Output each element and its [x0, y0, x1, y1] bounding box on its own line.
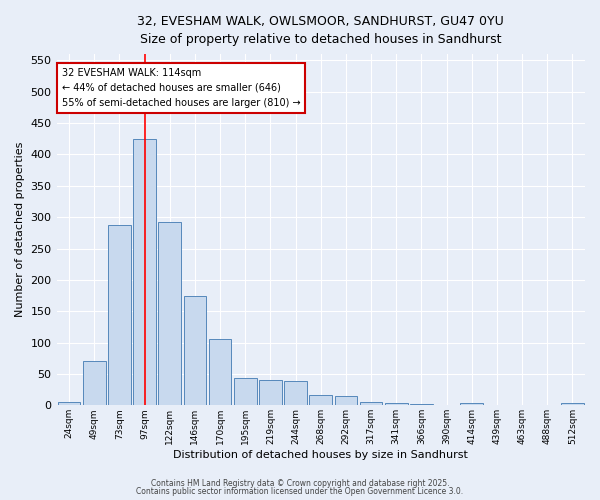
- Title: 32, EVESHAM WALK, OWLSMOOR, SANDHURST, GU47 0YU
Size of property relative to det: 32, EVESHAM WALK, OWLSMOOR, SANDHURST, G…: [137, 15, 504, 46]
- Text: 32 EVESHAM WALK: 114sqm
← 44% of detached houses are smaller (646)
55% of semi-d: 32 EVESHAM WALK: 114sqm ← 44% of detache…: [62, 68, 301, 108]
- Bar: [284, 382, 307, 406]
- Bar: [485, 404, 508, 406]
- Bar: [259, 380, 282, 406]
- Bar: [460, 404, 483, 406]
- Y-axis label: Number of detached properties: Number of detached properties: [15, 142, 25, 318]
- Bar: [108, 224, 131, 406]
- X-axis label: Distribution of detached houses by size in Sandhurst: Distribution of detached houses by size …: [173, 450, 468, 460]
- Bar: [209, 340, 232, 406]
- Bar: [58, 402, 80, 406]
- Bar: [385, 404, 407, 406]
- Bar: [158, 222, 181, 406]
- Text: Contains public sector information licensed under the Open Government Licence 3.: Contains public sector information licen…: [136, 487, 464, 496]
- Text: Contains HM Land Registry data © Crown copyright and database right 2025.: Contains HM Land Registry data © Crown c…: [151, 478, 449, 488]
- Bar: [511, 404, 533, 406]
- Bar: [410, 404, 433, 406]
- Bar: [234, 378, 257, 406]
- Bar: [360, 402, 382, 406]
- Bar: [536, 404, 559, 406]
- Bar: [184, 296, 206, 406]
- Bar: [561, 404, 584, 406]
- Bar: [310, 396, 332, 406]
- Bar: [335, 396, 357, 406]
- Bar: [133, 139, 156, 406]
- Bar: [83, 362, 106, 406]
- Bar: [435, 404, 458, 406]
